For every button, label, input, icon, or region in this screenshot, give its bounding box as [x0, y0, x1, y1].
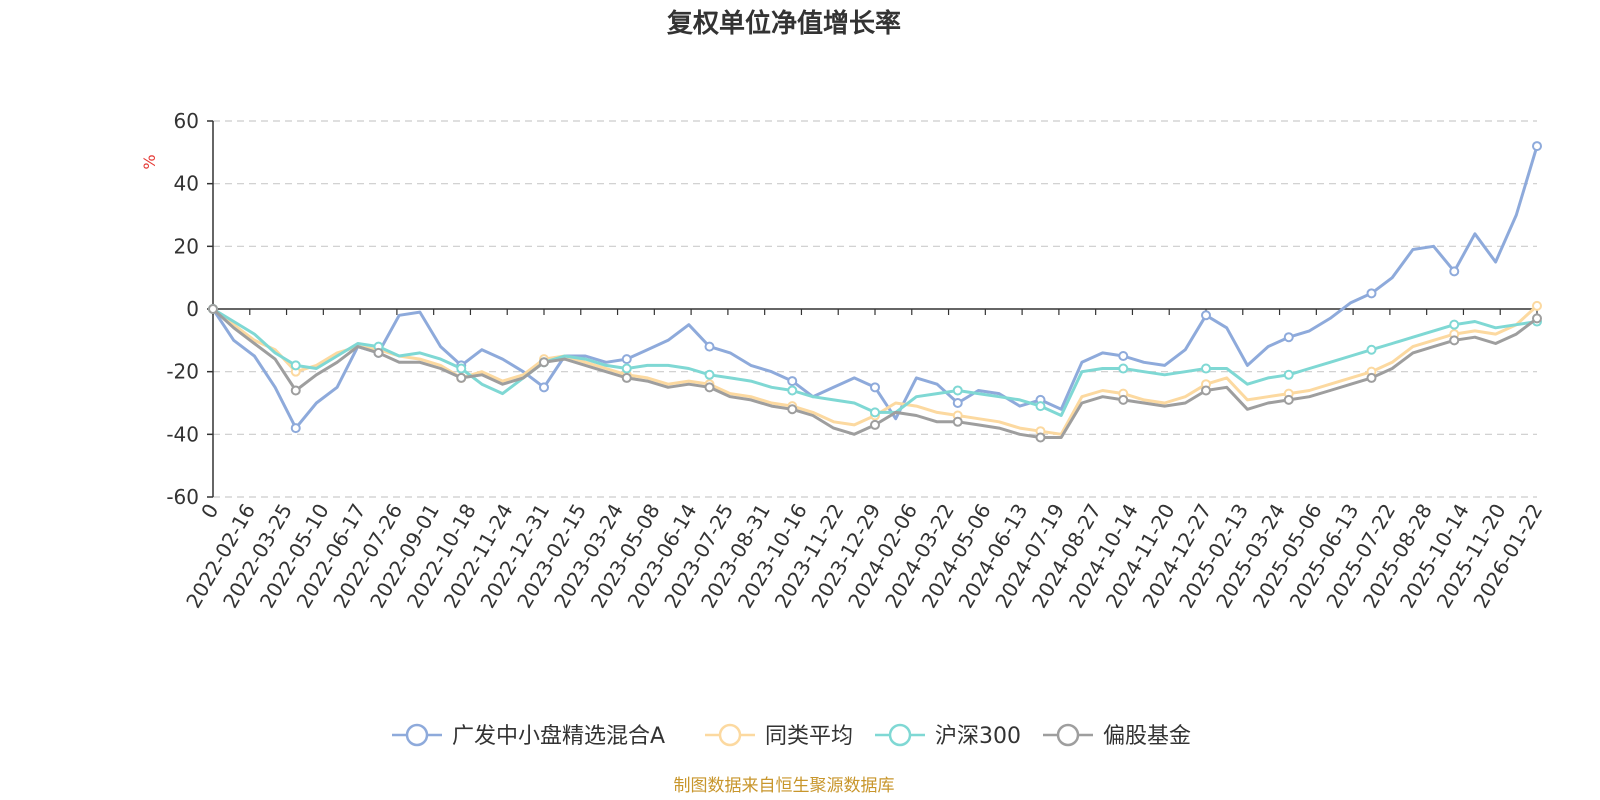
series-point [1201, 310, 1211, 321]
series-point [952, 385, 963, 396]
series-point [1449, 266, 1460, 277]
x-tick-label: 0 [196, 500, 223, 523]
series-point [456, 372, 467, 383]
y-tick-label: 40 [174, 172, 199, 196]
series-point [539, 382, 549, 393]
series-point [1283, 394, 1294, 405]
series-point [290, 385, 301, 396]
chart-title: 复权单位净值增长率 [667, 8, 901, 39]
legend-label: 同类平均 [765, 724, 853, 749]
series-point [787, 404, 798, 415]
series-point [1118, 363, 1129, 374]
series-point [1449, 319, 1460, 330]
series-point [290, 360, 301, 371]
series-point [1283, 369, 1294, 380]
series-point [952, 416, 963, 427]
legend-item: 广发中小盘精选混合A [392, 723, 665, 749]
series-point [1035, 401, 1046, 412]
series-point [1532, 300, 1542, 311]
series-lines [208, 141, 1542, 443]
series-point [1532, 141, 1542, 152]
y-tick-labels: 60 40 20 0 -20 -40 -60 [166, 109, 199, 509]
series-point [1201, 363, 1211, 374]
series-point [1035, 432, 1046, 443]
y-tick-label: -60 [166, 485, 199, 509]
legend: 广发中小盘精选混合A 同类平均 沪深300 偏股基金 [392, 723, 1191, 749]
series-point [1283, 332, 1294, 343]
series-point [621, 363, 632, 374]
y-tick-label: 20 [174, 234, 199, 258]
legend-item: 偏股基金 [1043, 723, 1191, 749]
legend-label: 偏股基金 [1103, 724, 1191, 749]
series-point [704, 382, 715, 393]
y-tick-label: -20 [166, 360, 199, 384]
legend-marker [718, 723, 742, 747]
series-point [1449, 335, 1460, 346]
legend-item: 沪深300 [875, 723, 1021, 749]
legend-label: 沪深300 [935, 724, 1021, 749]
legend-marker [888, 723, 912, 747]
y-tick-label: -40 [166, 422, 199, 446]
series-point [1366, 288, 1377, 299]
legend-marker [1056, 723, 1080, 747]
series-point [1366, 344, 1377, 355]
legend-marker [405, 723, 429, 747]
series-point [1118, 351, 1129, 361]
y-tick-label: 60 [174, 109, 199, 133]
series-point [539, 357, 549, 368]
legend-item: 同类平均 [705, 723, 853, 749]
source-note: 制图数据来自恒生聚源数据库 [674, 776, 895, 796]
series-point [373, 347, 384, 358]
series-point [1201, 385, 1211, 396]
series-point [870, 382, 880, 393]
series-point [787, 385, 798, 396]
series-point [870, 407, 880, 418]
series-point [952, 398, 963, 408]
series-point [621, 354, 632, 365]
series-point [208, 304, 218, 314]
series-point [787, 376, 798, 387]
series-point [1532, 313, 1542, 324]
series-point [704, 341, 715, 352]
axes [207, 120, 1538, 498]
y-tick-label: 0 [186, 297, 199, 321]
series-point [456, 363, 467, 374]
series-point [704, 369, 715, 380]
x-tick-labels: 02022-02-162022-03-252022-05-102022-06-1… [181, 500, 1547, 613]
series-point [870, 419, 880, 430]
series-point [290, 423, 301, 434]
y-axis-unit: % [140, 154, 159, 169]
series-point [1366, 372, 1377, 383]
series-point [1118, 394, 1129, 405]
grid-lines [213, 120, 1537, 498]
series-point [621, 372, 632, 383]
legend-label: 广发中小盘精选混合A [452, 724, 665, 749]
